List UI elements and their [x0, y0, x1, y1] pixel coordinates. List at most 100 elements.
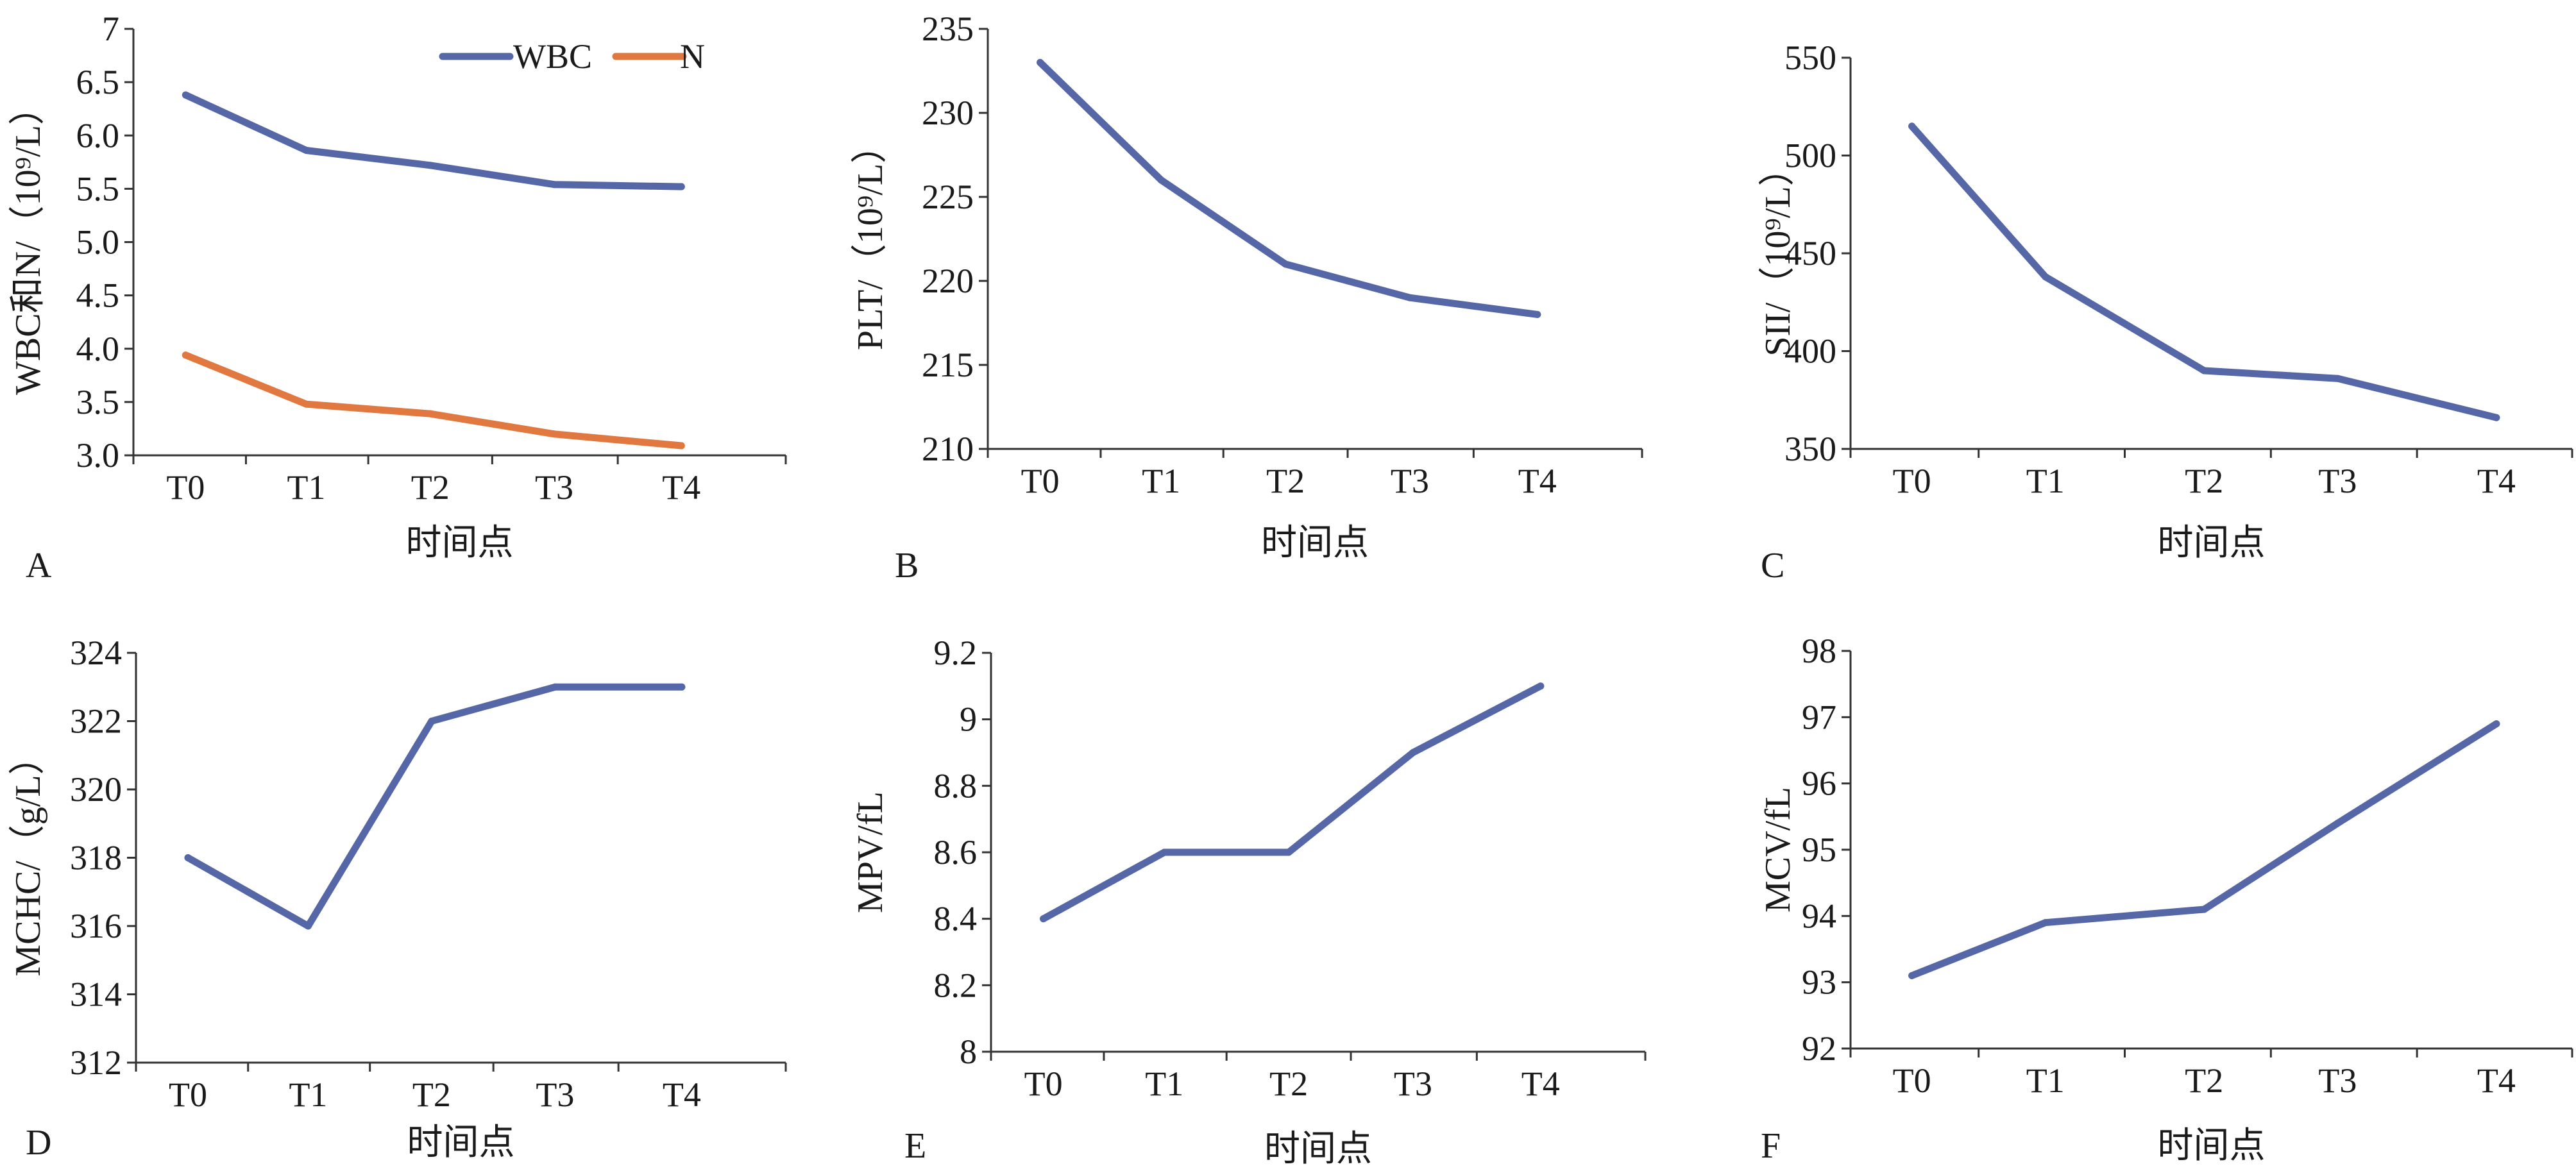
data-point: [678, 683, 686, 691]
legend: WBC N: [439, 37, 705, 76]
panel-letter: D: [26, 1123, 51, 1163]
chart-panel-d: 312 314 316 318 320 322 324 T0 T1 T2 T3 T4 时间点 MCHC/（…: [8, 634, 787, 1163]
data-point: [677, 442, 685, 450]
data-point: [2334, 375, 2341, 382]
panel-letter: F: [1761, 1126, 1781, 1166]
x-tick-label: T1: [2026, 1061, 2065, 1100]
y-tick-label: 7: [102, 10, 119, 48]
x-tick-label: T3: [1394, 1065, 1432, 1103]
legend-label: N: [680, 37, 705, 76]
data-point: [1040, 915, 1047, 923]
chart-panel-f: 92 93 94 95 96 97 98 T0 T1 T2 T3 T4 时间点 MCV/fL F: [1758, 632, 2573, 1166]
data-point: [304, 922, 312, 930]
x-tick-label: T2: [2185, 462, 2223, 500]
y-tick-label: 324: [70, 634, 122, 672]
series-line-main: [1040, 682, 1545, 923]
chart-panel-b: 210 215 220 225 230 235 T0 T1 T2 T3 T4 时间点 PLT/（10⁹/…: [851, 10, 1643, 586]
x-tick-label: T0: [1024, 1065, 1063, 1103]
x-tick-label: T4: [2477, 1061, 2516, 1100]
y-tick-label: 4.0: [76, 330, 120, 368]
x-tick-label: T1: [289, 1075, 327, 1114]
y-tick-label: 8: [960, 1032, 977, 1071]
series-line-n: [182, 351, 685, 450]
y-tick-label: 97: [1802, 698, 1836, 736]
data-point: [428, 718, 436, 725]
data-point: [2200, 367, 2208, 375]
series-line-wbc: [182, 91, 685, 190]
data-point: [1282, 260, 1289, 268]
y-tick-label: 318: [70, 839, 122, 877]
x-tick-label: T1: [1142, 462, 1180, 500]
series-line-main: [1908, 720, 2500, 979]
y-tick-label: 235: [922, 10, 974, 48]
y-tick-label: 3.5: [76, 383, 120, 421]
data-point: [1908, 972, 1916, 979]
data-point: [2200, 906, 2208, 913]
x-tick-label: T0: [166, 468, 205, 507]
y-tick-label: 210: [922, 430, 974, 468]
x-tick-label: T3: [2318, 1061, 2357, 1100]
x-tick-label: T0: [1893, 1061, 1931, 1100]
x-tick-label: T1: [2026, 462, 2065, 500]
data-point: [550, 430, 558, 438]
y-tick-label: 96: [1802, 764, 1836, 803]
y-tick-label: 3.0: [76, 436, 120, 475]
y-tick-label: 320: [70, 770, 122, 809]
data-point: [2334, 820, 2341, 827]
y-axis-title: PLT/（10⁹/L）: [851, 128, 890, 350]
series-line-main: [184, 683, 686, 930]
data-point: [2493, 414, 2500, 421]
y-tick-label: 314: [70, 975, 122, 1014]
y-tick-label: 98: [1802, 632, 1836, 670]
y-tick-label: 9: [960, 700, 977, 739]
x-tick-label: T4: [1521, 1065, 1560, 1103]
x-axis-title: 时间点: [1261, 523, 1369, 563]
data-point: [677, 183, 685, 190]
y-tick-label: 550: [1784, 38, 1836, 77]
data-point: [1406, 294, 1414, 301]
chart-panel-c: 350 400 450 500 550 T0 T1 T2 T3 T4 时间点 SII/（10⁹/L） C: [1758, 38, 2573, 586]
x-tick-label: T3: [2318, 462, 2357, 500]
y-tick-label: 5.0: [76, 223, 120, 262]
x-tick-label: T4: [1518, 462, 1557, 500]
data-point: [1537, 682, 1545, 690]
y-tick-label: 6.0: [76, 116, 120, 155]
data-point: [2493, 720, 2500, 728]
y-tick-label: 312: [70, 1043, 122, 1082]
y-axis-title: MPV/fL: [851, 791, 890, 913]
y-axis-title: SII/（10⁹/L）: [1758, 150, 1798, 356]
y-tick-label: 400: [1784, 332, 1836, 371]
y-axis-title: MCV/fL: [1758, 787, 1798, 913]
x-axis-title: 时间点: [2158, 1126, 2266, 1166]
data-point: [1409, 749, 1417, 756]
y-tick-label: 94: [1802, 897, 1836, 935]
x-tick-label: T2: [411, 468, 450, 507]
y-tick-label: 92: [1802, 1029, 1836, 1068]
panel-letter: A: [26, 546, 52, 586]
y-tick-label: 8.2: [934, 966, 978, 1004]
data-point: [303, 147, 310, 155]
x-axis-title: 时间点: [407, 1123, 515, 1163]
y-tick-label: 450: [1784, 234, 1836, 273]
chart-panel-a: 3.0 3.5 4.0 4.5 5.0 5.5 6.0 6.5 7 T0 T1 T2 T3 T4 时间点 WB…: [8, 10, 787, 586]
data-point: [1037, 58, 1044, 66]
y-axis-title: MCHC/（g/L）: [8, 739, 48, 976]
x-tick-label: T4: [662, 468, 700, 507]
series-line-main: [1037, 58, 1541, 318]
y-tick-label: 220: [922, 262, 974, 300]
x-tick-label: T3: [1391, 462, 1429, 500]
x-axis-title: 时间点: [2158, 523, 2266, 563]
x-tick-label: T0: [1893, 462, 1931, 500]
y-tick-label: 4.5: [76, 276, 120, 315]
x-axis-title: 时间点: [1264, 1129, 1372, 1169]
y-tick-label: 8.6: [934, 833, 978, 872]
y-tick-label: 215: [922, 346, 974, 384]
x-tick-label: T4: [663, 1075, 701, 1114]
x-tick-label: T3: [535, 468, 573, 507]
data-point: [1908, 122, 1916, 130]
panel-letter: E: [904, 1126, 926, 1166]
data-point: [550, 181, 558, 189]
x-tick-label: T2: [1269, 1065, 1308, 1103]
y-tick-label: 316: [70, 907, 122, 945]
x-tick-label: T1: [1145, 1065, 1183, 1103]
